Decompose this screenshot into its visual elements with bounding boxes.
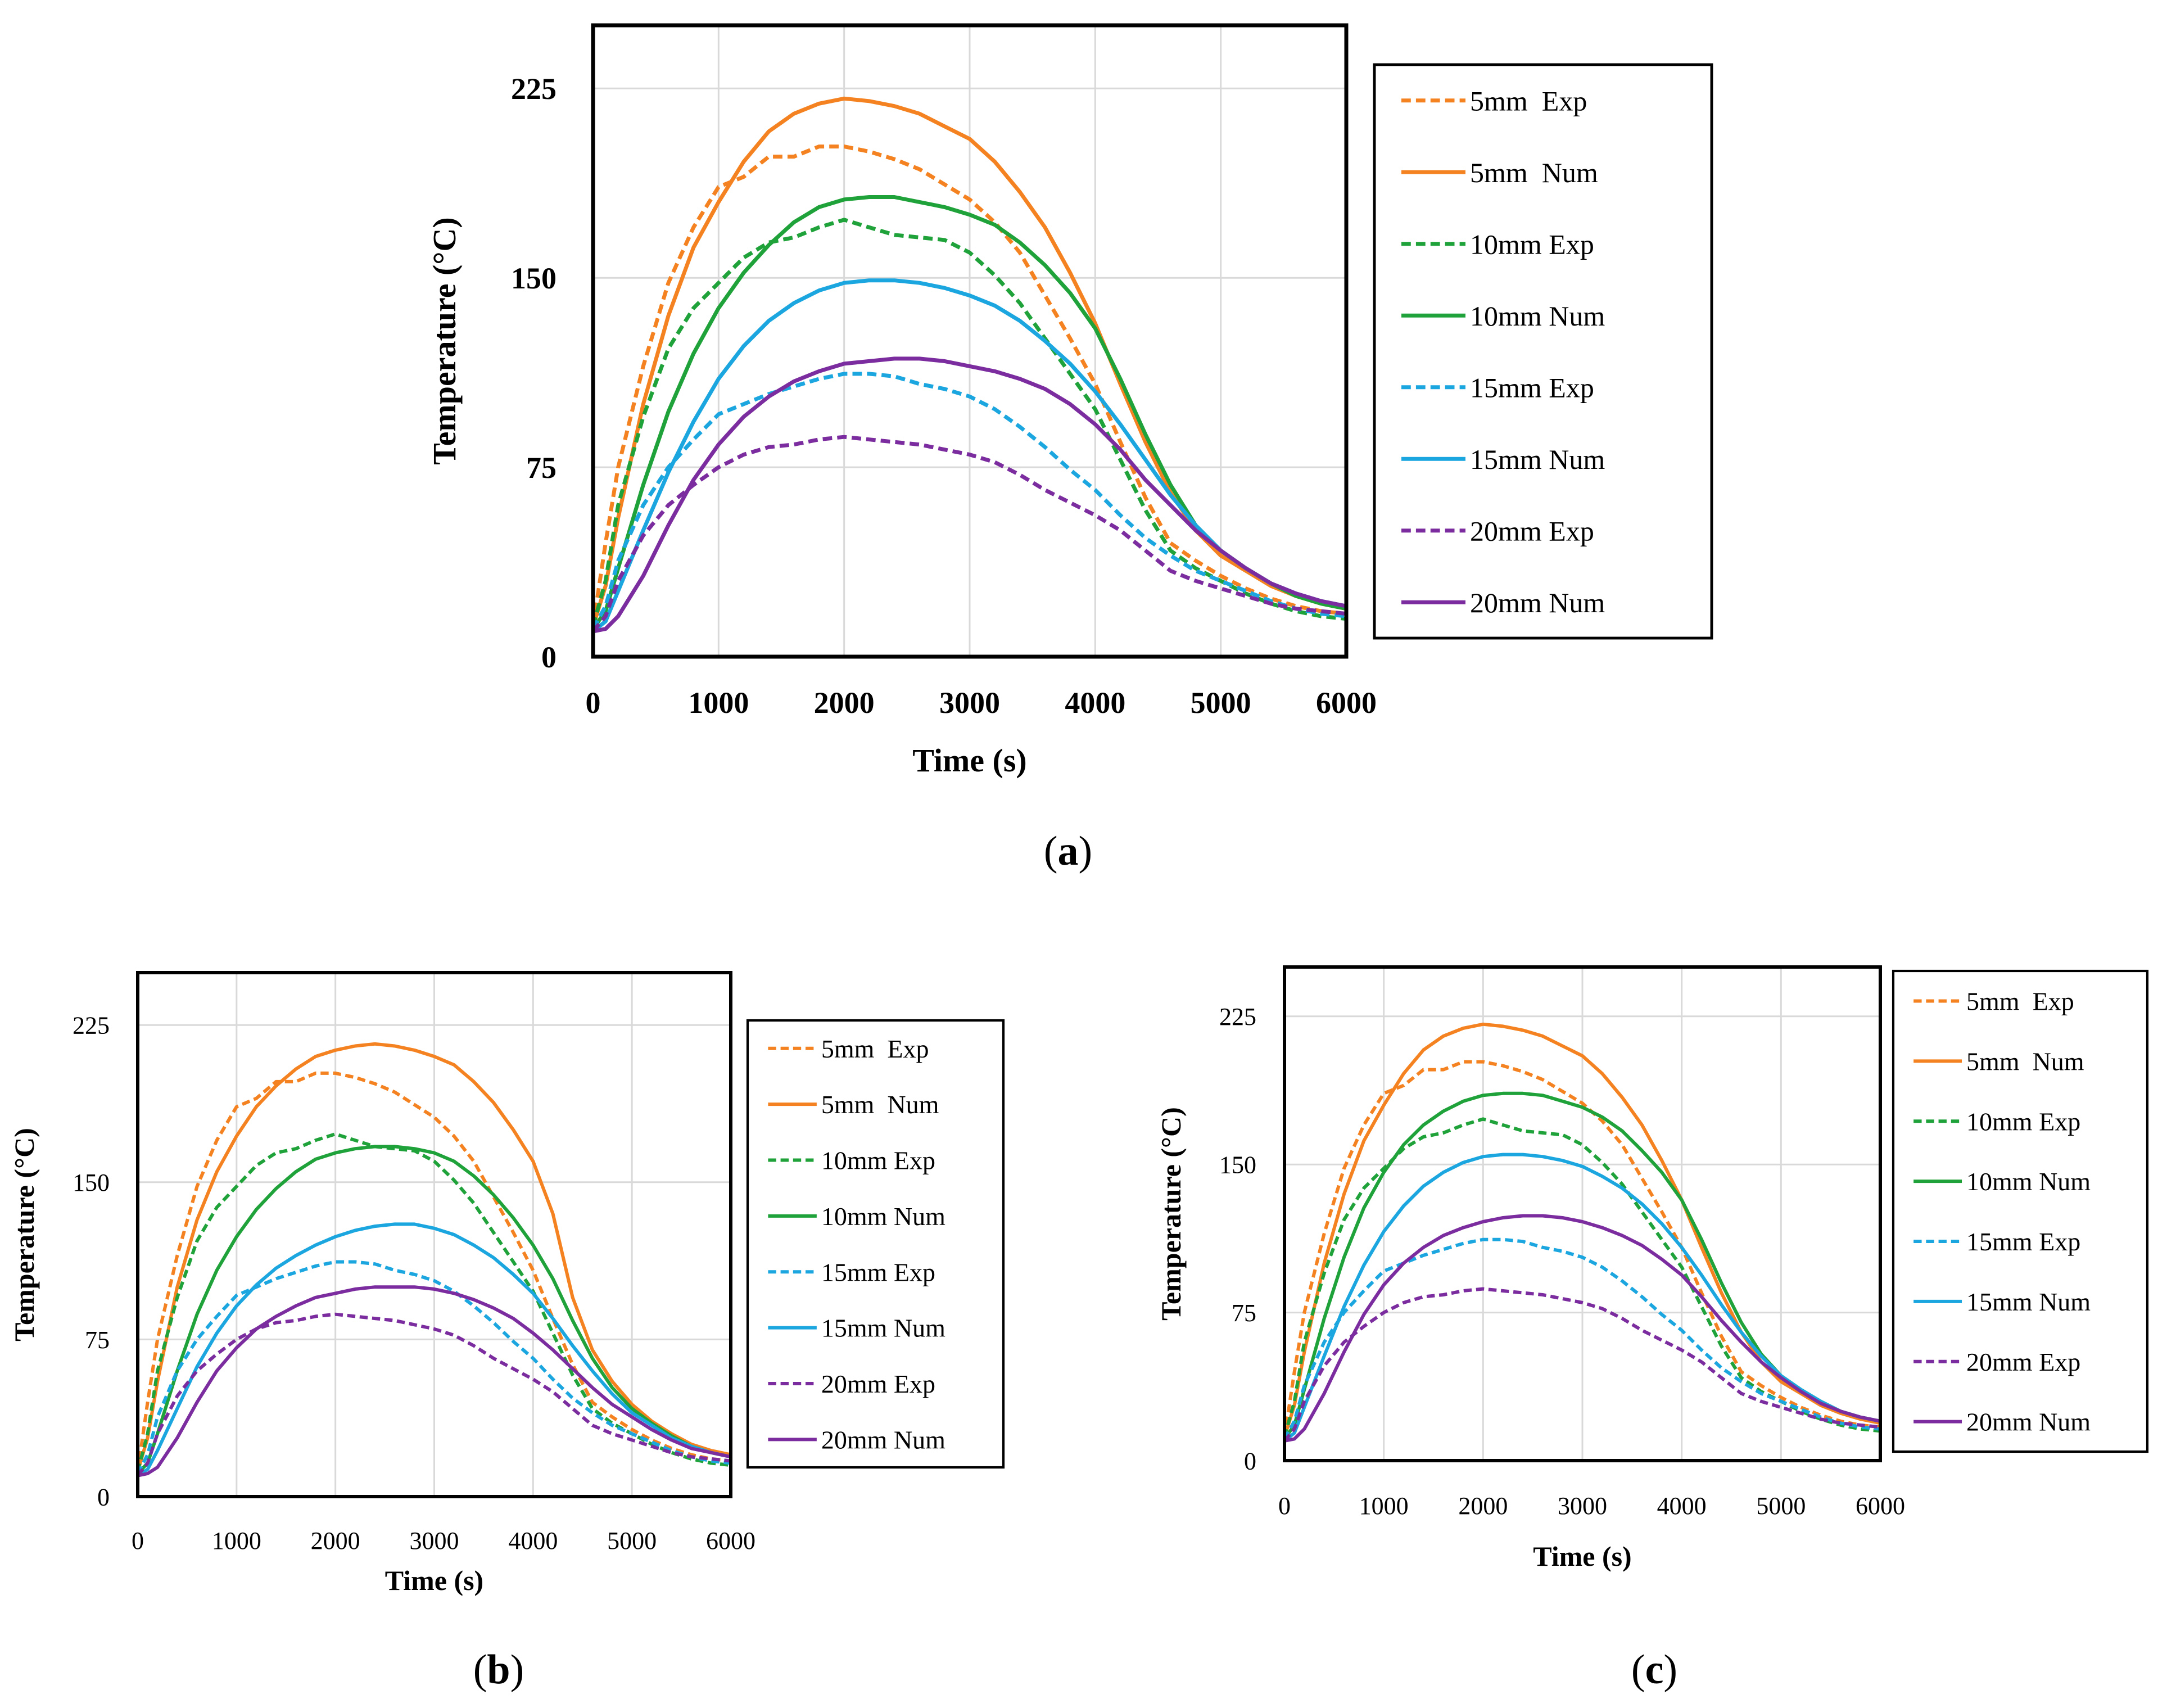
y-axis-label: Temperature (°C)	[8, 1128, 40, 1341]
x-axis-label: Time (s)	[1533, 1540, 1631, 1572]
y-tick-label: 225	[1219, 1003, 1256, 1031]
legend-label-6: 15mm Num	[1966, 1287, 2091, 1316]
legend-box	[1892, 969, 2149, 1453]
series-line-7	[591, 435, 1347, 633]
legend-label-2: 5mm Num	[821, 1090, 939, 1119]
y-tick-label: 0	[1244, 1447, 1256, 1475]
legend-label-1: 5mm Exp	[1470, 85, 1587, 116]
x-tick-label: 5000	[1756, 1492, 1806, 1520]
legend-label-3: 10mm Exp	[821, 1146, 935, 1175]
x-tick-label: 4000	[1065, 686, 1125, 720]
legend-label-2: 5mm Num	[1966, 1047, 2084, 1076]
y-tick-label: 0	[541, 640, 557, 674]
chart-panel-a: 0 75 150 225 0 1000 2000 3000 4000 5000 6000 Time (…	[426, 23, 1713, 779]
series-line-4	[136, 1145, 731, 1475]
series-line-6	[137, 1222, 731, 1477]
series-line-7	[136, 1312, 731, 1477]
legend-label-8: 20mm Num	[821, 1425, 945, 1454]
legend-label-1: 5mm Exp	[821, 1034, 929, 1063]
series-line-8	[592, 356, 1347, 634]
legend-label-5: 15mm Exp	[1470, 372, 1594, 403]
legend-label-4: 10mm Num	[1470, 300, 1605, 332]
x-tick-label: 2000	[1458, 1492, 1508, 1520]
series-line-1	[1283, 1060, 1881, 1438]
series-line-5	[136, 1260, 731, 1475]
x-tick-label: 0	[586, 686, 601, 720]
legend-label-7: 20mm Exp	[821, 1370, 935, 1398]
x-tick-label: 3000	[410, 1527, 459, 1555]
legend-label-4: 10mm Num	[821, 1202, 945, 1231]
legend-label-1: 5mm Exp	[1966, 987, 2074, 1016]
legend-label-8: 20mm Num	[1966, 1408, 2091, 1436]
y-tick-label: 150	[511, 261, 557, 295]
x-tick-label: 3000	[1558, 1492, 1607, 1520]
x-tick-label: 1000	[212, 1527, 261, 1555]
x-tick-label: 6000	[1856, 1492, 1905, 1520]
x-tick-label: 3000	[939, 686, 1000, 720]
series-line-2	[591, 96, 1347, 627]
x-tick-label: 0	[132, 1527, 144, 1555]
x-tick-label: 4000	[508, 1527, 558, 1555]
x-tick-label: 0	[1278, 1492, 1291, 1520]
series-line-3	[136, 1132, 731, 1472]
legend-label-3: 10mm Exp	[1470, 228, 1594, 260]
legend-box	[746, 1019, 1005, 1469]
caption-a: (a)	[1043, 828, 1093, 874]
series-line-2	[1283, 1022, 1881, 1438]
series-line-5	[1283, 1237, 1881, 1440]
legend-label-6: 15mm Num	[1470, 444, 1605, 475]
y-axis-label: Temperature (°C)	[1155, 1107, 1187, 1321]
series-line-6	[1283, 1153, 1881, 1443]
plot-frame	[136, 971, 732, 1498]
x-tick-label: 6000	[706, 1527, 755, 1555]
x-axis-label: Time (s)	[385, 1565, 483, 1596]
caption-b: (b)	[473, 1647, 524, 1693]
series-line-2	[136, 1042, 731, 1472]
legend-label-3: 10mm Exp	[1966, 1107, 2080, 1136]
plot-frame	[1283, 965, 1882, 1462]
series-line-5	[591, 372, 1347, 630]
x-tick-label: 1000	[1359, 1492, 1409, 1520]
y-tick-label: 150	[1219, 1151, 1256, 1179]
series-line-7	[1283, 1287, 1881, 1442]
y-tick-label: 75	[1232, 1299, 1256, 1327]
plot-frame	[591, 23, 1349, 659]
x-axis-label: Time (s)	[912, 742, 1027, 779]
chart-panel-c: 0 75 150 225 0 1000 2000 3000 4000 5000 6000 Time (…	[1155, 965, 2149, 1572]
legend-label-4: 10mm Num	[1966, 1167, 2091, 1196]
x-tick-label: 1000	[688, 686, 749, 720]
legend-label-5: 15mm Exp	[1966, 1227, 2080, 1256]
y-tick-label: 150	[73, 1169, 110, 1196]
series-line-3	[1283, 1117, 1881, 1438]
series-line-8	[1284, 1214, 1881, 1443]
y-axis-label: Temperature (°C)	[426, 217, 463, 464]
x-tick-label: 2000	[311, 1527, 360, 1555]
legend-box	[1373, 63, 1713, 640]
series-line-3	[591, 218, 1347, 627]
chart-panel-b: 0 75 150 225 0 1000 2000 3000 4000 5000 6000 Time (…	[8, 971, 1005, 1596]
x-tick-label: 5000	[607, 1527, 657, 1555]
legend-label-6: 15mm Num	[821, 1314, 945, 1343]
x-tick-label: 2000	[814, 686, 875, 720]
y-tick-label: 75	[85, 1326, 110, 1354]
y-tick-label: 225	[511, 72, 557, 106]
y-tick-label: 225	[73, 1012, 110, 1040]
legend-label-7: 20mm Exp	[1966, 1348, 2080, 1376]
legend-label-2: 5mm Num	[1470, 157, 1598, 188]
y-tick-label: 75	[526, 451, 557, 485]
x-tick-label: 6000	[1316, 686, 1377, 720]
caption-c: (c)	[1631, 1647, 1678, 1693]
x-tick-label: 5000	[1191, 686, 1251, 720]
legend-label-5: 15mm Exp	[821, 1258, 935, 1286]
legend-label-7: 20mm Exp	[1470, 515, 1594, 546]
y-tick-label: 0	[97, 1483, 110, 1511]
series-line-1	[591, 144, 1347, 627]
x-tick-label: 4000	[1657, 1492, 1707, 1520]
legend-label-8: 20mm Num	[1470, 587, 1605, 618]
series-line-1	[136, 1071, 731, 1472]
series-line-8	[137, 1285, 731, 1477]
